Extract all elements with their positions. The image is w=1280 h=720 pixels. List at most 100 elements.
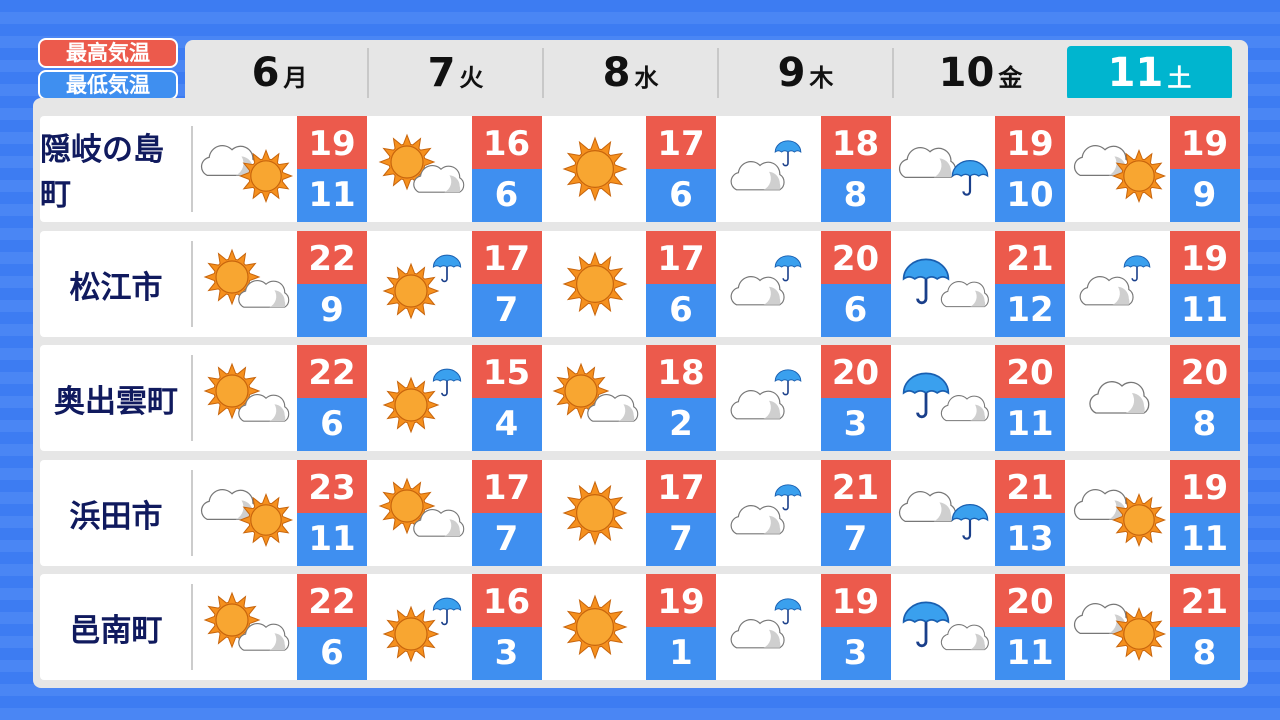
- high-temp: 19: [1169, 460, 1240, 513]
- day-header: 6 月 7 火 8 水 9 木 10 金 11 土: [185, 40, 1248, 106]
- sun-icon: [203, 248, 261, 306]
- forecast-cell: 19 11: [1065, 231, 1240, 337]
- temperature-box: 18 8: [820, 116, 891, 222]
- sun-icon: [382, 376, 439, 434]
- cloud-icon: [898, 491, 957, 523]
- low-temp: 6: [297, 627, 367, 680]
- cloud-icon: [730, 619, 785, 649]
- cloud-icon: [412, 165, 464, 193]
- cloud-icon: [1088, 381, 1149, 414]
- cloud-icon: [1073, 489, 1131, 521]
- city-name: 邑南町: [69, 612, 163, 649]
- temperature-box: 15 4: [471, 345, 542, 451]
- temperature-box: 16 6: [471, 116, 542, 222]
- high-temp: 17: [471, 231, 542, 284]
- forecast-cell: 19 1: [541, 574, 716, 680]
- high-temp: 19: [995, 116, 1065, 169]
- city-name: 浜田市: [69, 498, 163, 535]
- high-temp: 20: [995, 574, 1065, 627]
- cloud-icon: [730, 161, 785, 191]
- high-temp: 17: [646, 116, 716, 169]
- high-temp: 16: [471, 116, 542, 169]
- forecast-cell: 21 13: [890, 460, 1065, 566]
- weather-rain-cloud-icon: [902, 601, 989, 651]
- cloud-icon: [587, 394, 639, 422]
- low-temp: 6: [646, 284, 716, 337]
- sun-icon: [203, 591, 261, 649]
- forecast-cell: 23 11: [192, 460, 367, 566]
- cloud-icon: [200, 489, 259, 521]
- temperature-box: 21 12: [995, 231, 1065, 337]
- day-date: 11: [1107, 50, 1164, 96]
- low-temp: 9: [297, 284, 367, 337]
- high-temp: 19: [646, 574, 716, 627]
- sun-icon: [378, 477, 435, 535]
- temperature-box: 19 3: [820, 574, 891, 680]
- day-weekday: 金: [998, 64, 1023, 92]
- divider: [191, 241, 193, 327]
- high-temp: 19: [820, 574, 891, 627]
- low-temp: 12: [995, 284, 1065, 337]
- forecast-cell: 16 6: [367, 116, 542, 222]
- forecast-cell: 20 3: [716, 345, 891, 451]
- weather-sun-rain-icon: [382, 597, 461, 663]
- weather-sun-cloud-icon: [378, 133, 464, 193]
- weather-rain-cloud-icon: [902, 258, 989, 308]
- high-temp: 21: [820, 460, 891, 513]
- forecast-cell: 21 8: [1065, 574, 1240, 680]
- weather-cloud-rain-icon: [730, 369, 801, 420]
- high-temp: 18: [646, 345, 716, 398]
- cloud-icon: [730, 276, 785, 306]
- forecast-cell: 17 6: [541, 231, 716, 337]
- umbrella-icon: [951, 503, 989, 540]
- high-temp: 18: [820, 116, 891, 169]
- umbrella-icon: [432, 368, 461, 397]
- low-temp: 7: [820, 513, 891, 566]
- high-temp: 17: [646, 460, 716, 513]
- forecast-cell: 17 7: [367, 460, 542, 566]
- high-temp: 20: [820, 231, 891, 284]
- weather-sun-cloud-icon: [203, 248, 290, 308]
- sun-icon: [203, 362, 261, 420]
- umbrella-icon: [774, 484, 801, 511]
- temperature-box: 20 6: [820, 231, 891, 337]
- cloud-icon: [1073, 145, 1131, 177]
- forecast-cell: 19 11: [192, 116, 367, 222]
- cloud-icon: [412, 509, 464, 537]
- temperature-box: 17 7: [471, 231, 542, 337]
- temperature-box: 20 11: [995, 574, 1065, 680]
- low-temp: 2: [646, 398, 716, 451]
- forecast-cell: 20 8: [1065, 345, 1240, 451]
- city-row: 松江市 22 9 17 7 17 6 20 6 21 12 19 11: [40, 231, 1240, 337]
- sun-icon: [552, 362, 610, 420]
- sun-icon: [562, 594, 628, 660]
- sun-icon: [1111, 492, 1166, 548]
- day-weekday: 火: [459, 64, 484, 92]
- temperature-box: 19 11: [297, 116, 367, 222]
- day-date: 7: [427, 50, 456, 96]
- forecast-cell: 22 9: [192, 231, 367, 337]
- low-temp: 11: [297, 169, 367, 222]
- forecast-cell: 18 2: [541, 345, 716, 451]
- temperature-box: 19 11: [1169, 460, 1240, 566]
- cloud-icon: [730, 505, 785, 535]
- city-name: 隠岐の島町: [40, 132, 164, 213]
- high-temp: 22: [297, 231, 367, 284]
- weather-sun-rain-icon: [382, 368, 461, 434]
- forecast-cell: 20 11: [890, 345, 1065, 451]
- day-date: 8: [602, 50, 631, 96]
- forecast-cell: 21 12: [890, 231, 1065, 337]
- sun-icon: [562, 251, 628, 317]
- sun-icon: [238, 492, 294, 548]
- forecast-cell: 16 3: [367, 574, 542, 680]
- high-temp: 21: [995, 460, 1065, 513]
- low-temp: 8: [1169, 398, 1240, 451]
- sun-icon: [382, 605, 439, 663]
- temperature-box: 21 8: [1169, 574, 1240, 680]
- low-temp: 10: [995, 169, 1065, 222]
- divider: [191, 470, 193, 556]
- divider: [191, 584, 193, 670]
- high-temp: 19: [1169, 116, 1240, 169]
- forecast-cell: 19 10: [890, 116, 1065, 222]
